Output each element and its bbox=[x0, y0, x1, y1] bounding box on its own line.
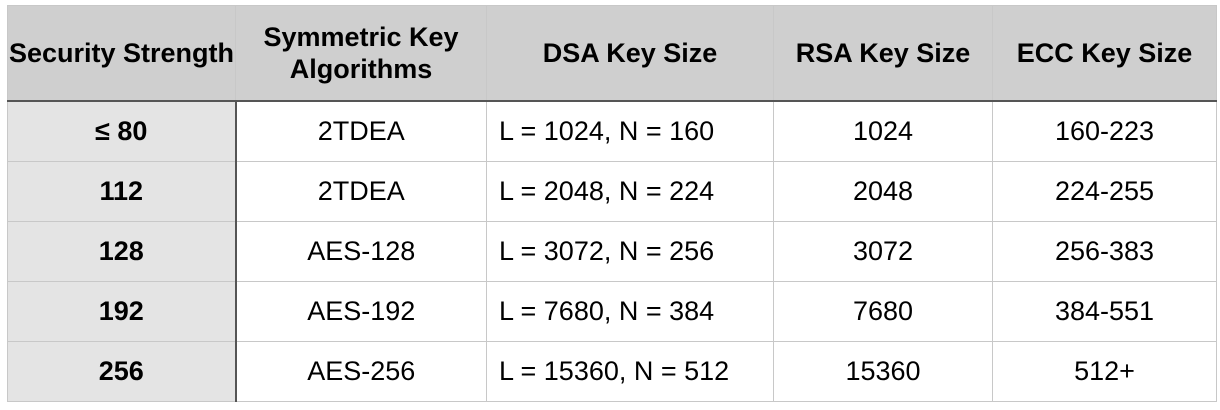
cell-rsa-key-size: 15360 bbox=[773, 341, 993, 402]
cell-ecc-key-size: 512+ bbox=[992, 341, 1217, 402]
cell-security-strength: ≤ 80 bbox=[7, 100, 237, 162]
header-row: Security Strength Symmetric Key Algorith… bbox=[7, 5, 1217, 102]
key-size-comparison-table: Security Strength Symmetric Key Algorith… bbox=[7, 5, 1217, 402]
cell-security-strength: 128 bbox=[7, 221, 237, 282]
header-ecc-key-size: ECC Key Size bbox=[992, 5, 1217, 102]
table-body: ≤ 80 2TDEA L = 1024, N = 160 1024 160-22… bbox=[7, 100, 1217, 402]
cell-symmetric-algorithm: AES-128 bbox=[235, 221, 487, 282]
header-rsa-key-size: RSA Key Size bbox=[773, 5, 993, 102]
header-symmetric-key-algorithms: Symmetric Key Algorithms bbox=[235, 5, 487, 102]
key-size-table-container: Security Strength Symmetric Key Algorith… bbox=[7, 5, 1217, 402]
cell-symmetric-algorithm: 2TDEA bbox=[235, 100, 487, 162]
cell-security-strength: 256 bbox=[7, 341, 237, 402]
cell-security-strength: 112 bbox=[7, 161, 237, 222]
cell-rsa-key-size: 7680 bbox=[773, 281, 993, 342]
cell-rsa-key-size: 3072 bbox=[773, 221, 993, 282]
cell-ecc-key-size: 384-551 bbox=[992, 281, 1217, 342]
cell-symmetric-algorithm: 2TDEA bbox=[235, 161, 487, 222]
cell-rsa-key-size: 1024 bbox=[773, 100, 993, 162]
cell-dsa-key-size: L = 3072, N = 256 bbox=[486, 221, 774, 282]
table-row: 192 AES-192 L = 7680, N = 384 7680 384-5… bbox=[7, 281, 1217, 342]
cell-symmetric-algorithm: AES-256 bbox=[235, 341, 487, 402]
cell-dsa-key-size: L = 15360, N = 512 bbox=[486, 341, 774, 402]
table-row: 112 2TDEA L = 2048, N = 224 2048 224-255 bbox=[7, 161, 1217, 222]
cell-security-strength: 192 bbox=[7, 281, 237, 342]
table-row: ≤ 80 2TDEA L = 1024, N = 160 1024 160-22… bbox=[7, 100, 1217, 162]
table-row: 256 AES-256 L = 15360, N = 512 15360 512… bbox=[7, 341, 1217, 402]
cell-ecc-key-size: 224-255 bbox=[992, 161, 1217, 222]
cell-ecc-key-size: 256-383 bbox=[992, 221, 1217, 282]
cell-rsa-key-size: 2048 bbox=[773, 161, 993, 222]
cell-dsa-key-size: L = 2048, N = 224 bbox=[486, 161, 774, 222]
cell-ecc-key-size: 160-223 bbox=[992, 100, 1217, 162]
cell-symmetric-algorithm: AES-192 bbox=[235, 281, 487, 342]
table-row: 128 AES-128 L = 3072, N = 256 3072 256-3… bbox=[7, 221, 1217, 282]
header-dsa-key-size: DSA Key Size bbox=[486, 5, 774, 102]
cell-dsa-key-size: L = 1024, N = 160 bbox=[486, 100, 774, 162]
header-security-strength: Security Strength bbox=[7, 5, 236, 102]
cell-dsa-key-size: L = 7680, N = 384 bbox=[486, 281, 774, 342]
table-header: Security Strength Symmetric Key Algorith… bbox=[7, 5, 1217, 102]
